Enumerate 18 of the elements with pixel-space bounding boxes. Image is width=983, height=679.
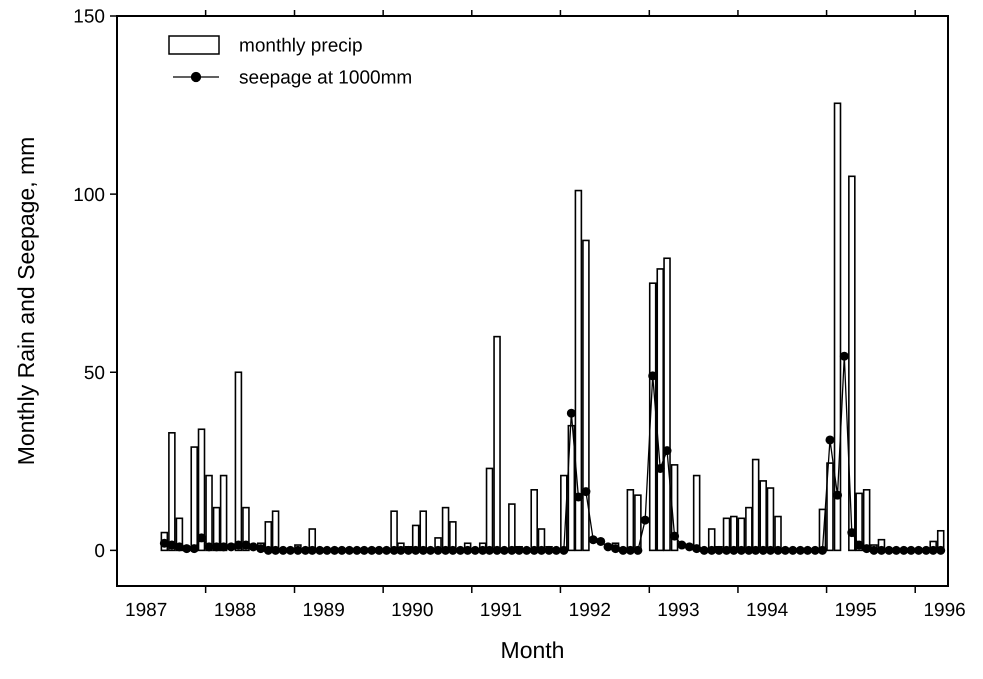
x-tick-label: 1989 — [302, 600, 345, 621]
legend-label: seepage at 1000mm — [239, 68, 412, 89]
y-tick-label: 50 — [84, 362, 105, 384]
x-tick-label: 1994 — [746, 600, 789, 621]
x-tick-label: 1988 — [214, 600, 256, 621]
y-tick-label: 0 — [94, 541, 105, 562]
y-axis-title: Monthly Rain and Seepage, mm — [13, 136, 39, 466]
y-tick-label: 150 — [73, 6, 105, 28]
y-tick-label: 100 — [73, 184, 105, 206]
x-tick-label: 1990 — [391, 600, 434, 621]
x-tick-label: 1991 — [480, 600, 522, 621]
x-tick-label: 1992 — [568, 600, 611, 621]
x-tick-label: 1996 — [923, 600, 966, 621]
x-tick-label: 1995 — [834, 600, 877, 621]
x-axis-title: Month — [500, 637, 564, 663]
legend-label: monthly precip — [239, 36, 363, 57]
x-tick-label: 1987 — [125, 600, 168, 621]
x-tick-label: 1993 — [657, 600, 700, 621]
